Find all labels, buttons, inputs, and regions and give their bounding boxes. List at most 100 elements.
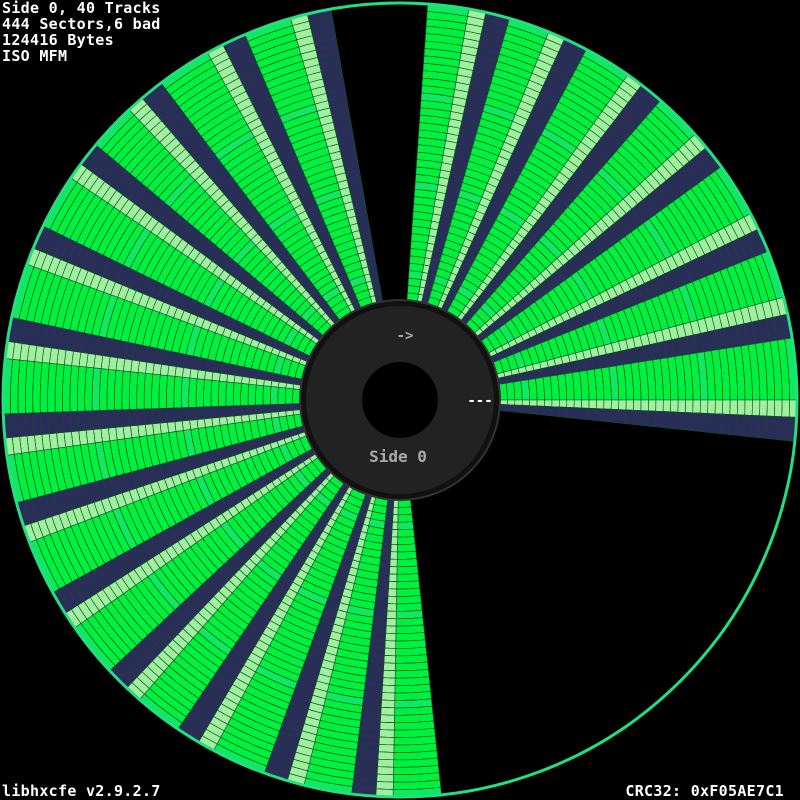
sector-gap	[521, 399, 531, 406]
sector-gap-dark	[595, 408, 605, 422]
sector-gap	[714, 399, 724, 415]
sector-gap	[211, 417, 221, 427]
sector	[396, 580, 421, 590]
sector-gap-dark	[609, 408, 619, 424]
sector-gap	[781, 399, 790, 418]
sector-gap	[263, 412, 272, 420]
sector-gap	[204, 370, 214, 381]
sector	[128, 371, 139, 410]
sector-gap	[255, 412, 265, 421]
sector-gap-dark	[121, 409, 131, 427]
sector-gap-dark	[385, 506, 394, 515]
sector-gap-dark	[654, 410, 664, 428]
sector-gap	[389, 566, 398, 575]
sector	[396, 587, 421, 597]
sector-gap-dark	[210, 406, 220, 419]
sector-gap	[390, 536, 398, 545]
sector-gap	[603, 399, 612, 410]
sector-gap-dark	[521, 405, 530, 414]
sector-gap-dark	[166, 407, 176, 423]
sector-gap	[379, 721, 395, 731]
sector	[397, 506, 413, 516]
sector	[225, 381, 235, 407]
sector-gap	[391, 521, 399, 530]
sector-gap	[692, 399, 701, 414]
sector-gap-dark	[624, 409, 634, 425]
crc-text: CRC32: 0xF05AE7C1	[625, 782, 784, 800]
sector	[121, 370, 132, 411]
sector-gap-dark	[173, 407, 183, 423]
sector-gap	[387, 595, 397, 605]
sector-gap-dark	[129, 408, 139, 427]
sector-gap	[384, 647, 396, 657]
sector-gap-dark	[232, 405, 242, 417]
sector-gap	[218, 372, 229, 383]
sector-gap	[499, 399, 508, 405]
sector	[394, 661, 429, 672]
sector-gap	[707, 399, 716, 415]
sector	[158, 374, 168, 409]
sector-gap	[392, 514, 399, 523]
sector-gap-dark	[381, 543, 392, 553]
side-label: Side 0	[369, 447, 427, 466]
sector-gap	[640, 399, 649, 412]
sector-gap-dark	[195, 406, 205, 420]
sector-gap	[388, 581, 398, 590]
sector-gap	[558, 399, 568, 408]
sector-gap	[751, 399, 761, 417]
sector-gap-dark	[277, 403, 287, 413]
sector-gap	[390, 543, 398, 553]
sector-gap	[744, 399, 753, 416]
sector-gap-dark	[84, 410, 94, 431]
index-mark: ---	[467, 393, 492, 409]
sector-gap	[377, 758, 395, 768]
sector-gap	[378, 736, 395, 746]
sector-gap-dark	[240, 404, 250, 416]
sector-gap-dark	[646, 410, 656, 428]
sector	[136, 372, 146, 410]
sector-gap	[376, 773, 394, 783]
sector-gap	[211, 371, 221, 382]
spindle-hole	[362, 362, 438, 438]
sector	[396, 602, 423, 612]
sector-gap-dark	[143, 408, 153, 425]
sector-gap-dark	[255, 404, 264, 415]
sector-gap-dark	[262, 404, 272, 414]
sector-gap-dark	[580, 407, 590, 421]
sector	[106, 369, 117, 411]
sector-gap-dark	[536, 405, 545, 416]
sector-gap-dark	[382, 535, 392, 545]
sector-gap-dark	[617, 409, 627, 424]
sector-gap	[380, 707, 395, 716]
sector-gap	[685, 399, 694, 414]
sector-gap	[226, 373, 236, 383]
sector-gap-dark	[661, 411, 671, 429]
sector	[143, 372, 154, 410]
sector	[395, 617, 424, 627]
sector-gap	[381, 692, 396, 701]
sector-gap	[392, 506, 399, 516]
sector-gap	[189, 368, 199, 380]
sector-gap	[204, 417, 214, 428]
sector	[396, 550, 417, 560]
sector-gap	[384, 632, 397, 642]
sector-gap	[618, 399, 627, 411]
sector-gap-dark	[106, 409, 117, 429]
sector-gap	[383, 655, 396, 664]
sector-gap-dark	[384, 513, 394, 523]
sector-gap	[551, 399, 560, 408]
sector-gap-dark	[114, 409, 124, 428]
encoding-text: ISO MFM	[2, 47, 68, 65]
sector-gap-dark	[382, 528, 393, 538]
sector-gap	[662, 399, 672, 413]
sector-gap	[387, 588, 398, 597]
sector-gap	[389, 551, 398, 560]
sector-gap	[167, 421, 177, 433]
sector-gap	[196, 418, 206, 429]
sector-gap	[189, 419, 199, 430]
sector-gap-dark	[376, 579, 390, 590]
sector-gap-dark	[247, 404, 257, 415]
sector-gap-dark	[379, 557, 391, 567]
sector-gap	[233, 414, 243, 424]
